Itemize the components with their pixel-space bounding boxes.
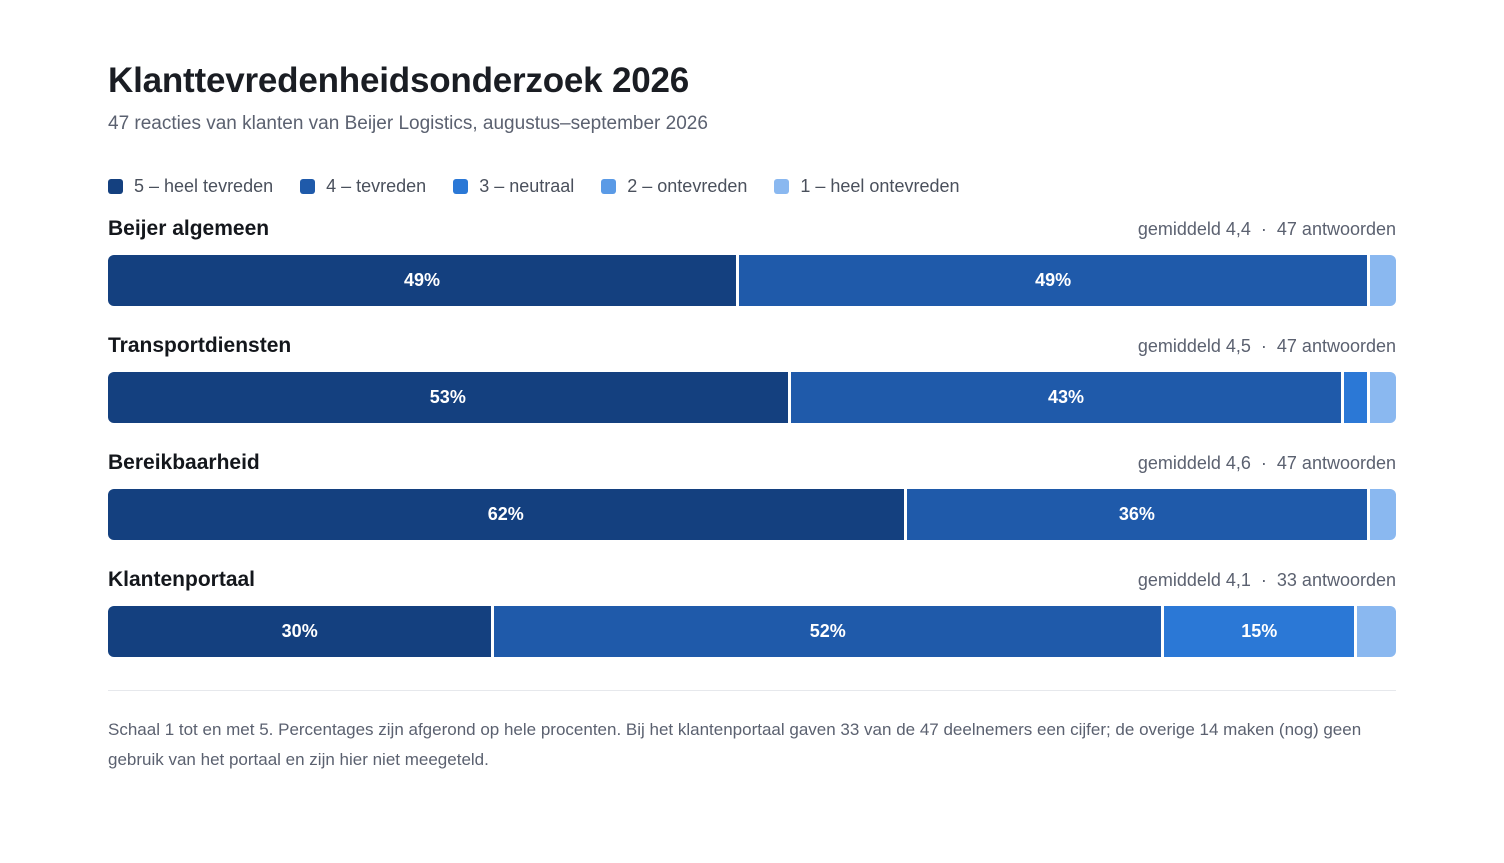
legend-label: 2 – ontevreden [627, 175, 748, 196]
stacked-bar: 62% 36% [108, 489, 1396, 540]
segment-value-label: 49% [404, 270, 441, 290]
row-meta: gemiddeld 4,5 · 47 antwoorden [1138, 336, 1396, 357]
average-score: gemiddeld 4,5 [1137, 336, 1251, 356]
legend-item: 4 – tevreden [300, 176, 426, 197]
bar-segment: 53% [108, 372, 791, 423]
average-score: gemiddeld 4,6 [1137, 453, 1251, 473]
segment-value-label: 36% [1118, 504, 1155, 524]
segment-value-label: 43% [1048, 387, 1085, 407]
row-header: Bereikbaarheid gemiddeld 4,6 · 47 antwoorde… [108, 451, 1396, 477]
bar-segment [1370, 255, 1396, 306]
chart-card: Klanttevredenheidsonderzoek 2026 47 reac… [108, 58, 1396, 775]
bar-segment: 30% [108, 606, 495, 657]
response-count: 47 antwoorden [1276, 219, 1396, 239]
stacked-bar: 49% 49% [108, 255, 1396, 306]
bar-segment [1344, 372, 1371, 423]
legend-label: 1 – heel ontevreden [800, 175, 960, 196]
bar-segment [1370, 372, 1396, 423]
legend-label: 4 – tevreden [326, 175, 427, 196]
segment-value-label: 52% [809, 621, 846, 641]
chart-row: Bereikbaarheid gemiddeld 4,6 · 47 antwoorde… [108, 451, 1396, 568]
segment-value-label: 15% [1241, 621, 1278, 641]
row-meta: gemiddeld 4,1 · 33 antwoorden [1138, 570, 1396, 591]
bar-segment: 15% [1164, 606, 1358, 657]
bar-segment: 52% [494, 606, 1165, 657]
legend-item: 5 – heel tevreden [108, 176, 273, 197]
segment-value-label: 49% [1035, 270, 1072, 290]
meta-separator: · [1260, 336, 1267, 356]
meta-separator: · [1260, 219, 1267, 239]
row-header: Klantenportaal gemiddeld 4,1 · 33 antwoorde… [108, 568, 1396, 594]
chart-row: Beijer algemeen gemiddeld 4,4 · 47 antwoord… [108, 217, 1396, 334]
average-score: gemiddeld 4,4 [1137, 219, 1251, 239]
segment-value-label: 53% [429, 387, 466, 407]
bar-segment [1357, 606, 1396, 657]
segment-value-label: 30% [281, 621, 318, 641]
response-count: 47 antwoorden [1276, 336, 1396, 356]
chart-row: Transportdiensten gemiddeld 4,5 · 47 antwoo… [108, 334, 1396, 451]
legend-swatch [774, 178, 790, 194]
chart-subtitle: 47 reacties van klanten van Beijer Logis… [108, 113, 708, 134]
category-label: Klantenportaal [108, 568, 256, 591]
category-label: Bereikbaarheid [108, 451, 260, 474]
legend: 5 – heel tevreden 4 – tevreden 3 – neutraa… [108, 174, 1396, 198]
bar-segment: 49% [108, 255, 740, 306]
divider [108, 690, 1396, 691]
category-label: Beijer algemeen [108, 217, 270, 240]
row-meta: gemiddeld 4,4 · 47 antwoorden [1138, 219, 1396, 240]
legend-swatch [300, 178, 316, 194]
chart-row: Klantenportaal gemiddeld 4,1 · 33 antwoorde… [108, 568, 1396, 685]
bar-segment: 43% [790, 372, 1345, 423]
legend-item: 2 – ontevreden [601, 176, 747, 197]
response-count: 33 antwoorden [1276, 570, 1396, 590]
legend-swatch [601, 178, 617, 194]
row-meta: gemiddeld 4,6 · 47 antwoorden [1138, 453, 1396, 474]
response-count: 47 antwoorden [1276, 453, 1396, 473]
row-header: Beijer algemeen gemiddeld 4,4 · 47 antwoord… [108, 217, 1396, 243]
legend-label: 5 – heel tevreden [134, 175, 274, 196]
row-header: Transportdiensten gemiddeld 4,5 · 47 antwoo… [108, 334, 1396, 360]
chart-title: Klanttevredenheidsonderzoek 2026 [108, 61, 690, 100]
bar-segment [1370, 489, 1396, 540]
stacked-bar: 30% 52% 15% [108, 606, 1396, 657]
legend-item: 3 – neutraal [453, 176, 574, 197]
legend-swatch [108, 178, 123, 194]
average-score: gemiddeld 4,1 [1137, 570, 1251, 590]
segment-value-label: 62% [487, 504, 524, 524]
meta-separator: · [1260, 453, 1267, 473]
bar-segment: 62% [108, 489, 907, 540]
meta-separator: · [1260, 570, 1267, 590]
legend-item: 1 – heel ontevreden [774, 175, 960, 197]
stacked-bar: 53% 43% [108, 372, 1396, 423]
legend-swatch [453, 178, 469, 194]
category-label: Transportdiensten [108, 334, 292, 357]
footnote: Schaal 1 tot en met 5. Percentages zijn … [108, 720, 1362, 769]
bar-segment: 36% [906, 489, 1371, 540]
legend-label: 3 – neutraal [479, 175, 575, 196]
chart-rows: Beijer algemeen gemiddeld 4,4 · 47 antwoord… [108, 217, 1396, 685]
bar-segment: 49% [739, 255, 1371, 306]
